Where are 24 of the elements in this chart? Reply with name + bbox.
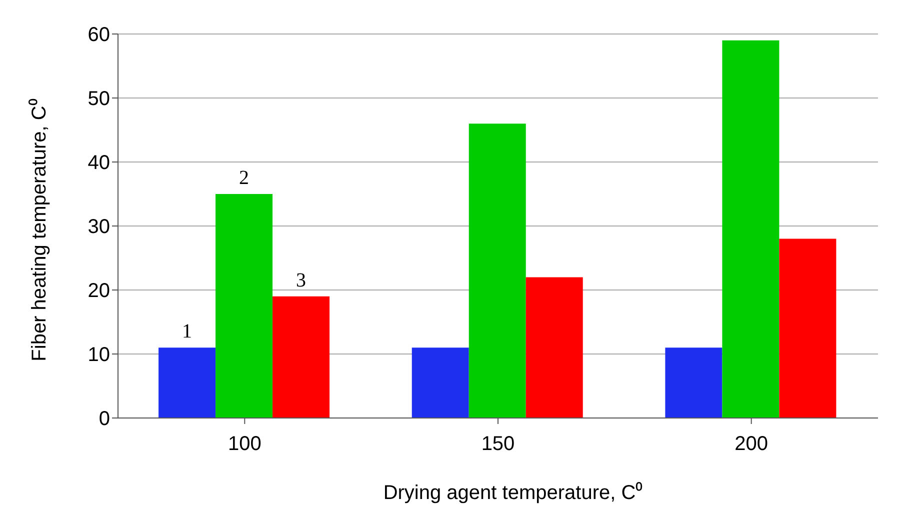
x-tick-label: 150: [481, 433, 515, 456]
y-tick-label: 50: [88, 88, 110, 110]
bar: [216, 194, 273, 418]
y-tick-label: 20: [88, 280, 110, 302]
bar: [158, 348, 216, 418]
y-tick-label: 60: [88, 24, 110, 46]
bar: [779, 238, 836, 418]
bar: [468, 124, 526, 418]
bar: [412, 348, 469, 418]
series-label: 1: [182, 320, 192, 343]
bar: [526, 277, 583, 418]
y-tick-label: 10: [88, 344, 110, 366]
bar: [665, 348, 722, 418]
series-label: 2: [239, 167, 250, 189]
x-axis-title: Drying agent temperature, C⁰: [382, 481, 644, 505]
x-tick-label: 100: [228, 433, 262, 456]
y-axis-title: Fiber heating temperature, C⁰: [28, 98, 52, 362]
series-label: 3: [296, 269, 306, 292]
bar: [272, 296, 330, 418]
x-tick-label: 200: [734, 433, 768, 456]
y-tick-label: 40: [88, 152, 110, 174]
y-tick-label: 30: [88, 216, 110, 238]
bar: [722, 40, 780, 418]
y-tick-label: 0: [98, 408, 110, 430]
